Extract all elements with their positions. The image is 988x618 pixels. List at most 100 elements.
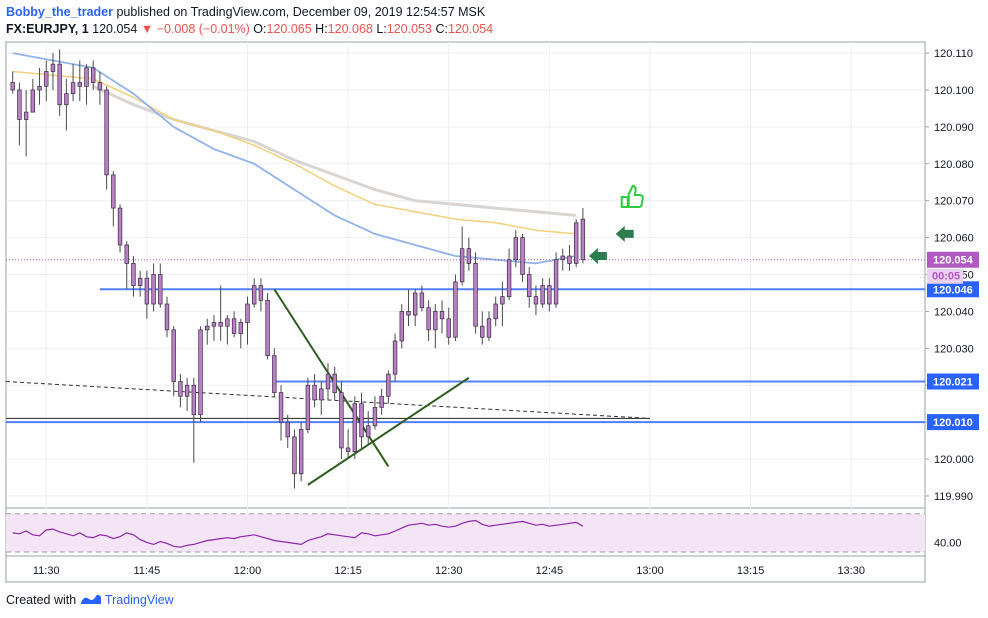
candle-body: [91, 67, 96, 83]
candle-body: [305, 384, 311, 430]
candle-body: [124, 244, 129, 264]
candle-body: [506, 259, 512, 297]
candle-body: [265, 299, 270, 357]
rsi-tick-label: 40.00: [934, 537, 962, 549]
symbol-label: FX:EURJPY, 1: [6, 22, 89, 36]
grid: [6, 42, 925, 556]
publish-info: Bobby_the_trader published on TradingVie…: [6, 5, 485, 19]
candle-body: [198, 329, 203, 416]
sma-slow-line: [92, 84, 577, 217]
candle-body: [272, 355, 277, 393]
chart-frame: [5, 41, 926, 583]
candle-body: [319, 388, 324, 401]
level-price-label: 120.021: [933, 377, 973, 389]
low-label: L:: [376, 22, 387, 36]
candle-body: [339, 392, 344, 449]
candle-body: [131, 263, 136, 286]
level-price-label-bg: [927, 373, 979, 390]
candle-body: [158, 274, 163, 305]
change-down-icon: ▼: [140, 22, 154, 36]
candle-body: [446, 318, 451, 338]
close-label: C:: [435, 22, 448, 36]
candle-body: [486, 318, 492, 338]
level-price-label-bg: [927, 414, 979, 431]
candle-body: [144, 277, 150, 305]
price-axis[interactable]: 119.990120.000120.010120.020120.030120.0…: [925, 48, 979, 503]
candle-body: [560, 255, 565, 261]
author-link[interactable]: Bobby_the_trader: [6, 5, 113, 19]
candle-body: [547, 285, 552, 305]
footer: Created with TradingView: [6, 593, 174, 607]
time-axis[interactable]: 11:30 11:45 12:00 12:15 12:30 12:45 13:00 13:15…: [33, 565, 865, 577]
price-tick-label: 120.030: [934, 343, 974, 355]
rsi-band: [6, 513, 925, 552]
price-chart[interactable]: 119.990120.000120.010120.020120.030120.0…: [0, 0, 988, 585]
candle-body: [580, 218, 586, 261]
candle-body: [211, 322, 217, 327]
open-label: O:: [253, 22, 267, 36]
candle-body: [312, 384, 317, 401]
high-label: H:: [315, 22, 328, 36]
candle-body: [191, 384, 197, 416]
candle-body: [178, 381, 183, 397]
price-tick-label: 120.040: [934, 306, 974, 318]
candle-body: [164, 303, 170, 331]
candle-body: [325, 373, 331, 390]
candle-body: [70, 82, 76, 95]
candle-body: [372, 407, 378, 427]
triangle-trend-line: [273, 288, 390, 467]
candle-body: [104, 89, 109, 176]
tradingview-logo-icon: [80, 593, 105, 607]
high-value: 120.068: [327, 22, 373, 36]
plot-border: [5, 41, 926, 583]
candle-body: [292, 436, 297, 475]
time-tick-label: 13:30: [837, 565, 865, 577]
candle-body: [412, 292, 418, 316]
current-price-label-bg: [927, 251, 979, 268]
close-value: 120.054: [447, 22, 494, 36]
low-value: 120.053: [386, 22, 432, 36]
moving-averages: [12, 52, 577, 265]
candle-body: [151, 274, 156, 305]
candle-body: [466, 248, 472, 264]
candle-body: [520, 237, 525, 275]
candle-body: [37, 85, 42, 91]
candle-body: [345, 447, 351, 452]
change-value: −0.008 (−0.01%): [156, 22, 250, 36]
price-tick-label: 120.070: [934, 196, 974, 208]
candle-body: [218, 322, 223, 327]
sma-fast-line: [12, 52, 577, 265]
triangle-trend-line: [307, 377, 470, 486]
price-tick-label: 120.100: [934, 85, 974, 97]
countdown-label: 00:05: [932, 271, 960, 283]
candle-body: [399, 311, 404, 342]
candles[interactable]: [10, 49, 586, 489]
thumbs-up-icon: [620, 184, 644, 208]
candle-body: [258, 285, 264, 301]
candle-body: [23, 111, 29, 120]
candle-body: [111, 174, 116, 209]
candle-body: [493, 303, 498, 320]
candle-body: [540, 285, 545, 305]
annotations: [588, 184, 644, 265]
time-tick-label: 11:45: [134, 565, 161, 577]
candle-body: [137, 277, 143, 286]
tradingview-link[interactable]: TradingView: [104, 593, 174, 607]
level-price-label: 120.010: [933, 417, 973, 429]
candle-body: [379, 395, 384, 408]
open-value: 120.065: [266, 22, 312, 36]
time-tick-label: 13:00: [636, 565, 664, 577]
candle-body: [225, 318, 230, 327]
price-tick-label: 119.990: [934, 491, 973, 503]
candle-body: [117, 207, 123, 246]
price-tick-label: 120.000: [934, 454, 974, 466]
candle-body: [553, 259, 559, 305]
candle-body: [573, 222, 579, 264]
time-tick-label: 12:45: [536, 565, 564, 577]
candle-body: [392, 340, 398, 375]
candle-body: [57, 63, 62, 106]
candle-body: [184, 384, 190, 397]
candle-body: [359, 403, 364, 438]
candle-body: [366, 425, 371, 438]
price-tick-label: 120.060: [934, 233, 974, 245]
